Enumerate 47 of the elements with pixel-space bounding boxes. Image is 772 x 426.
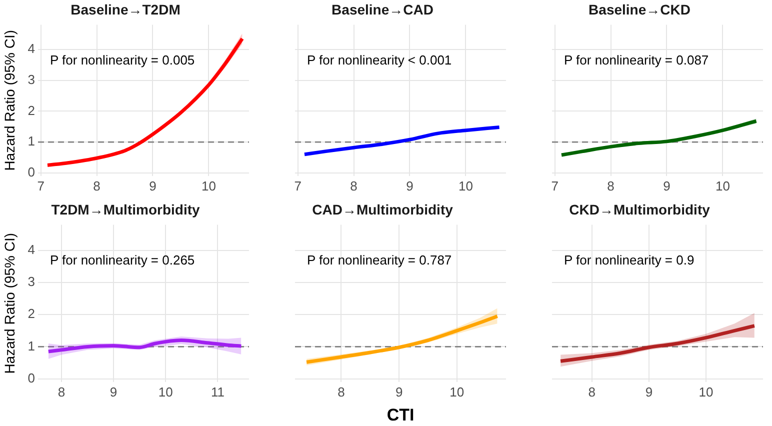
- x-tick-label: 8: [93, 178, 100, 194]
- y-tick-label: 1: [28, 134, 35, 149]
- x-tick-label: 9: [645, 384, 653, 400]
- y-tick-label: 0: [28, 370, 35, 386]
- x-tick-label: 8: [588, 384, 596, 400]
- chart-title: Baseline→CAD: [332, 1, 434, 18]
- chart-title: Baseline→T2DM: [70, 1, 180, 18]
- y-axis-title: Hazard Ratio (95% CI): [1, 30, 18, 171]
- x-tick-label: 7: [294, 178, 302, 194]
- y-tick-label: 0: [28, 164, 35, 180]
- y-tick-label: 1: [28, 338, 35, 354]
- x-tick-label: 10: [158, 384, 173, 400]
- x-tick-label: 9: [110, 384, 118, 400]
- y-tick-label: 4: [28, 41, 35, 56]
- x-tick-label: 10: [715, 178, 730, 194]
- x-tick-label: 8: [350, 178, 358, 194]
- x-tick-label: 9: [149, 178, 156, 194]
- annotation: P for nonlinearity < 0.001: [307, 52, 452, 68]
- x-tick-label: 10: [201, 178, 216, 194]
- chart-title: T2DM→Multimorbidity: [51, 201, 200, 218]
- y-axis-title: Hazard Ratio (95% CI): [1, 232, 18, 374]
- y-tick-label: 4: [28, 242, 35, 258]
- x-tick-label: 11: [210, 384, 224, 400]
- y-tick-label: 3: [28, 72, 35, 87]
- chart-title: Baseline→CKD: [588, 1, 690, 18]
- x-tick-label: 8: [607, 178, 614, 194]
- x-tick-label: 9: [663, 178, 670, 194]
- annotation: P for nonlinearity = 0.087: [564, 52, 709, 68]
- x-tick-label: 10: [458, 178, 473, 194]
- annotation: P for nonlinearity = 0.9: [564, 252, 694, 268]
- x-tick-label: 7: [551, 178, 558, 194]
- x-tick-label: 9: [406, 178, 414, 194]
- x-tick-label: 8: [58, 384, 66, 400]
- x-tick-label: 7: [37, 178, 44, 194]
- chart-title: CAD→Multimorbidity: [312, 201, 454, 218]
- x-tick-label: 8: [338, 384, 345, 400]
- chart-title: CKD→Multimorbidity: [569, 201, 710, 218]
- x-tick-label: 10: [698, 384, 714, 400]
- y-tick-label: 3: [28, 274, 35, 290]
- annotation: P for nonlinearity = 0.787: [307, 252, 452, 268]
- annotation: P for nonlinearity = 0.005: [50, 52, 195, 68]
- annotation: P for nonlinearity = 0.265: [50, 252, 195, 268]
- y-tick-label: 2: [28, 102, 35, 118]
- x-tick-label: 9: [395, 384, 403, 400]
- y-tick-label: 2: [28, 306, 35, 322]
- x-axis-title: CTI: [386, 405, 414, 424]
- x-tick-label: 10: [450, 384, 464, 400]
